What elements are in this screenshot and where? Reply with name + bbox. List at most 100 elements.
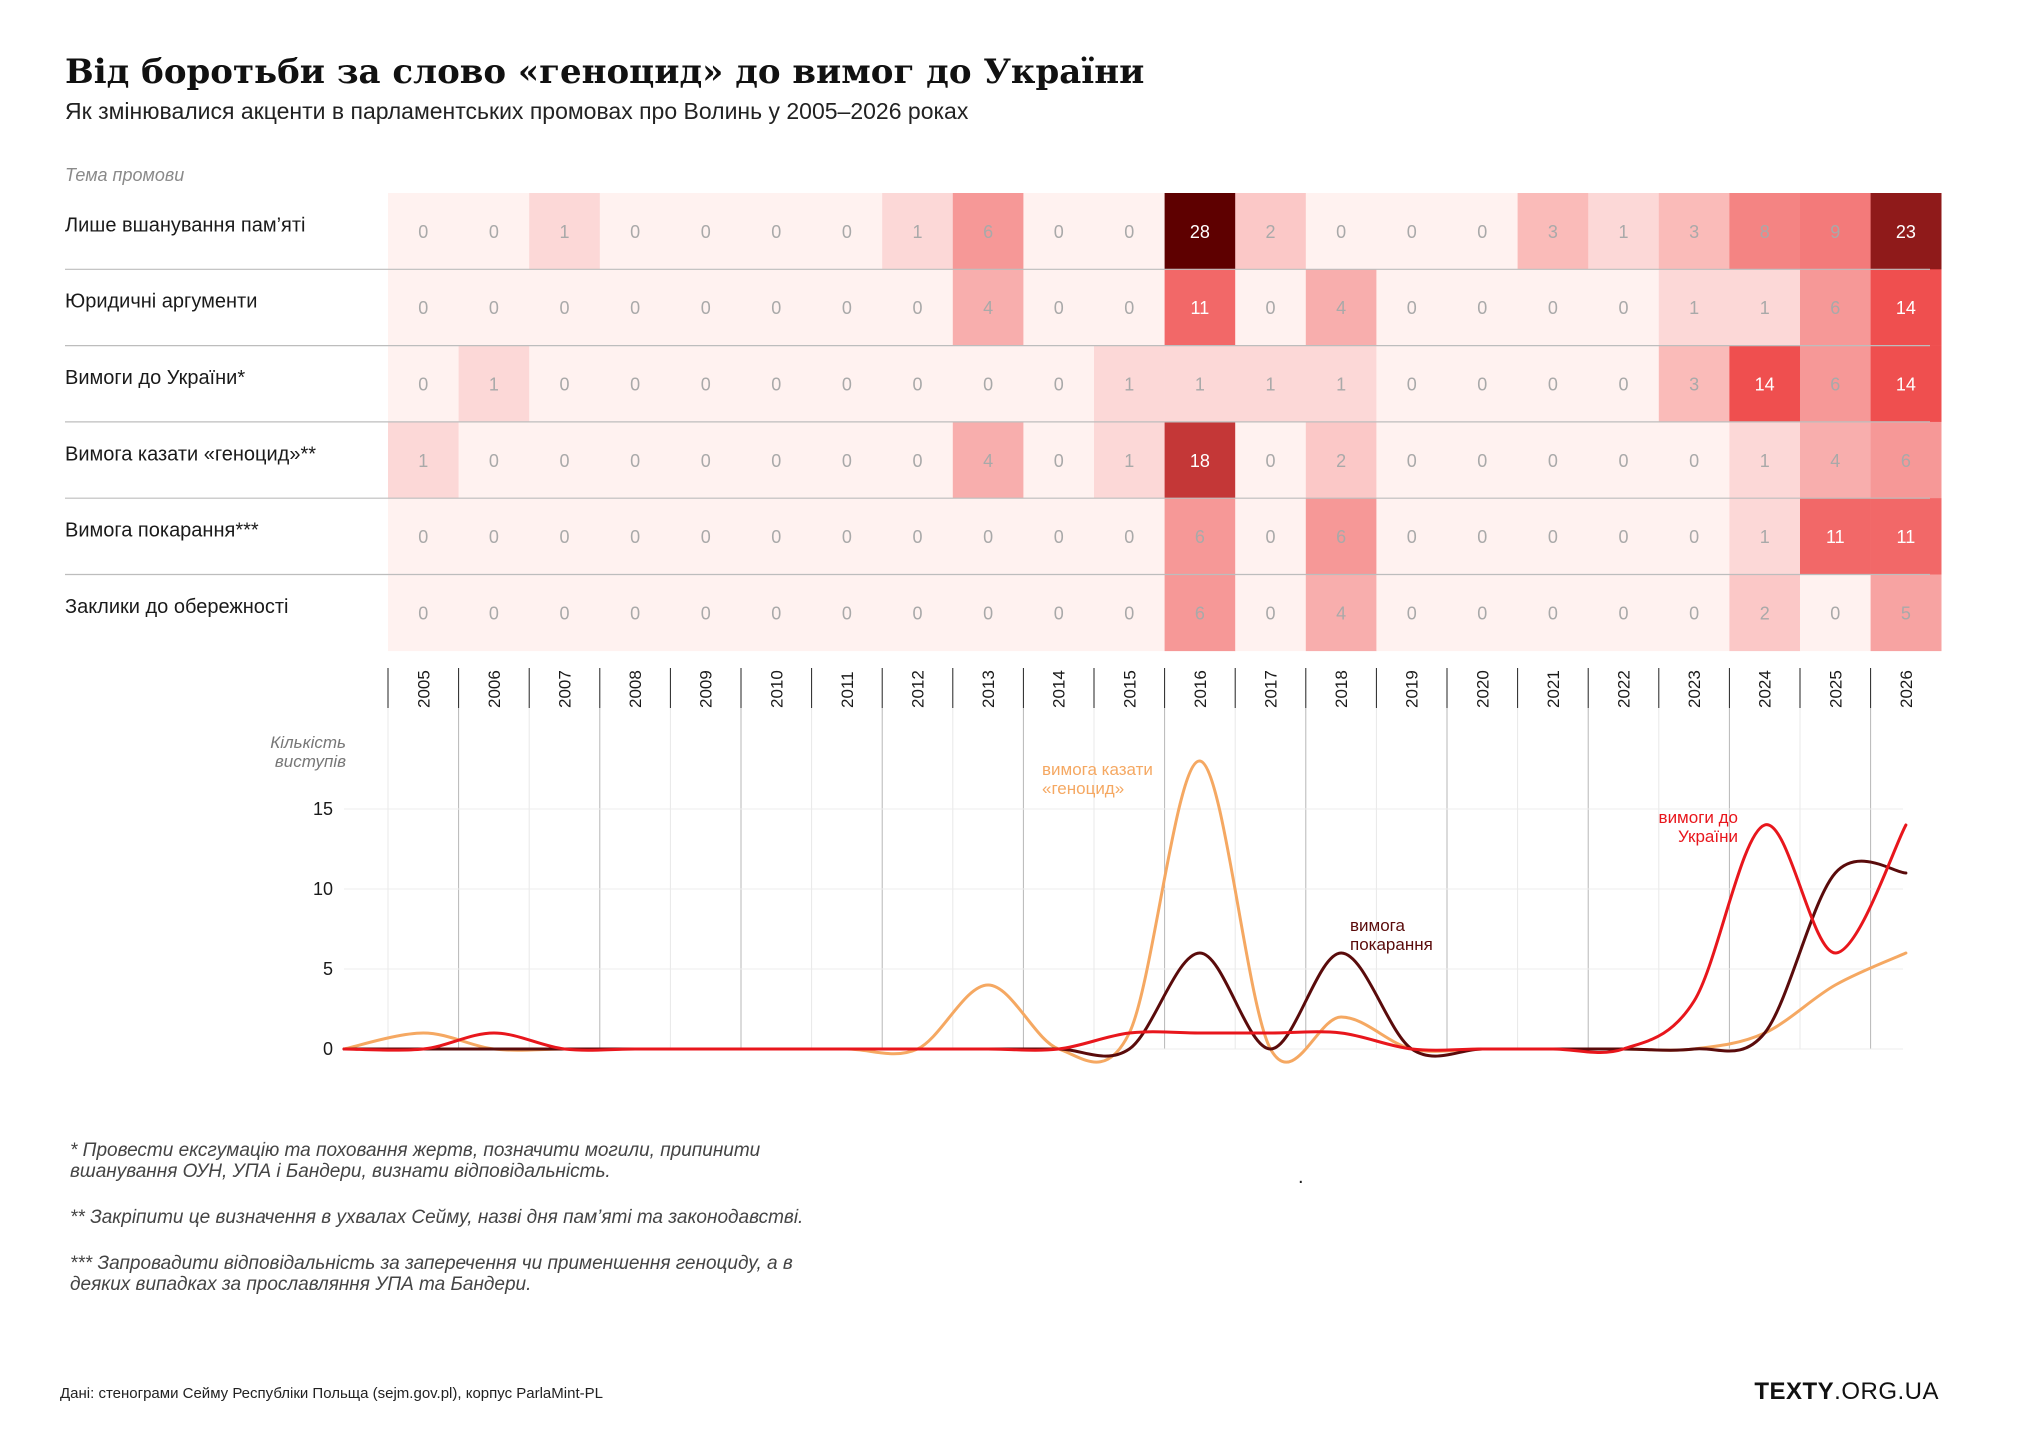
heatmap-value: 6 [983,222,993,242]
heatmap-value: 0 [418,298,428,318]
heatmap-cell [952,345,1024,423]
heatmap-value: 3 [1689,375,1699,395]
heatmap-cell [952,498,1024,575]
heatmap-cell [741,193,812,270]
brand-logo[interactable]: TEXTY.ORG.UA [1754,1378,1939,1406]
heatmap-value: 0 [1548,451,1558,471]
heatmap-value: 4 [1336,603,1346,623]
heatmap-cell [952,193,1024,270]
x-tick-label: 2008 [626,670,645,708]
heatmap-cell [1305,421,1377,499]
heatmap-value: 0 [418,603,428,623]
heatmap-value: 0 [771,451,781,471]
footnote-2: ** Закріпити це визначення в ухвалах Сей… [70,1207,804,1228]
heatmap-value: 0 [489,451,499,471]
heatmap-value: 0 [559,451,569,471]
heatmap-cell [388,345,459,423]
heatmap-value: 0 [1124,603,1134,623]
heatmap-cell [1517,421,1589,499]
heatmap-value: 1 [912,222,922,242]
heatmap-cell [1588,574,1660,652]
heatmap-cell [458,574,530,652]
heatmap-cell [1729,421,1801,499]
heatmap-cell [529,193,601,270]
heatmap-value: 0 [1548,527,1558,547]
heatmap-value: 3 [1689,222,1699,242]
heatmap-cell [1094,421,1165,499]
heatmap-cell [741,269,812,346]
heatmap-value: 0 [1548,298,1558,318]
x-tick-label: 2015 [1120,670,1139,708]
heatmap-cell [741,574,812,652]
heatmap-value: 1 [1760,527,1770,547]
heatmap-value: 9 [1830,222,1840,242]
heatmap-cell [1658,345,1730,423]
heatmap-cell [1447,498,1518,575]
heatmap-cell [1305,269,1377,346]
heatmap-cell [458,421,530,499]
heatmap-cell [1517,574,1589,652]
heatmap-cell [882,574,954,652]
heatmap-cell [670,269,742,346]
heatmap-cell [882,193,954,270]
heatmap-cell [882,345,954,423]
heatmap-cell [529,498,601,575]
heatmap-row-label: Вимога казати «геноцид»** [65,443,316,465]
x-tick-label: 2011 [838,671,857,708]
heatmap-value: 1 [418,451,428,471]
heatmap-value: 0 [489,298,499,318]
heatmap-value: 14 [1896,375,1916,395]
heatmap-cell [811,574,883,652]
heatmap-value: 0 [1830,603,1840,623]
heatmap-value: 0 [842,603,852,623]
heatmap-value: 0 [701,222,711,242]
heatmap-cell [741,498,812,575]
heatmap-value: 0 [1407,375,1417,395]
heatmap-row-label: Юридичні аргументи [65,291,257,313]
heatmap-cell [670,574,742,652]
heatmap-value: 6 [1830,298,1840,318]
heatmap-cell [1588,498,1660,575]
heatmap-value: 6 [1195,603,1205,623]
heatmap-value: 14 [1755,375,1775,395]
heatmap-cell [1658,193,1730,270]
heatmap-cell [1729,574,1801,652]
heatmap-value: 0 [630,222,640,242]
heatmap-row-label: Вимоги до України* [65,367,245,389]
heatmap-cell [1164,574,1236,652]
heatmap-value: 0 [559,527,569,547]
heatmap-cell [388,421,459,499]
heatmap-value: 0 [559,298,569,318]
x-tick-label: 2006 [485,670,504,708]
heatmap-value: 0 [1124,298,1134,318]
heatmap-value: 0 [1618,375,1628,395]
x-tick-label: 2007 [556,670,575,708]
heatmap-value: 1 [489,375,499,395]
heatmap-value: 0 [1054,298,1064,318]
heatmap-value: 0 [1265,298,1275,318]
x-tick-label: 2010 [767,670,786,708]
heatmap-cell [388,269,459,346]
heatmap-value: 0 [1054,451,1064,471]
footnote-1: * Провести ексгумацію та поховання жертв… [70,1140,761,1182]
heatmap-value: 1 [1265,375,1275,395]
heatmap-value: 0 [1124,527,1134,547]
heatmap-cell [670,193,742,270]
heatmap-cell [1094,574,1165,652]
heatmap-value: 0 [1054,222,1064,242]
stray-dot: . [1298,1166,1304,1188]
series-annotation: вимоги до України [1659,808,1738,846]
heatmap-cell [1658,498,1730,575]
heatmap-value: 0 [559,375,569,395]
brand-bold: TEXTY [1754,1378,1835,1405]
x-tick-label: 2017 [1262,670,1281,708]
heatmap-value: 1 [1689,298,1699,318]
heatmap-value: 0 [842,527,852,547]
heatmap-cell [811,498,883,575]
heatmap-value: 0 [1407,527,1417,547]
heatmap-value: 0 [418,375,428,395]
heatmap-cell [1800,269,1871,346]
heatmap-value: 3 [1548,222,1558,242]
heatmap-cell [1376,498,1448,575]
x-tick-label: 2024 [1756,670,1775,708]
